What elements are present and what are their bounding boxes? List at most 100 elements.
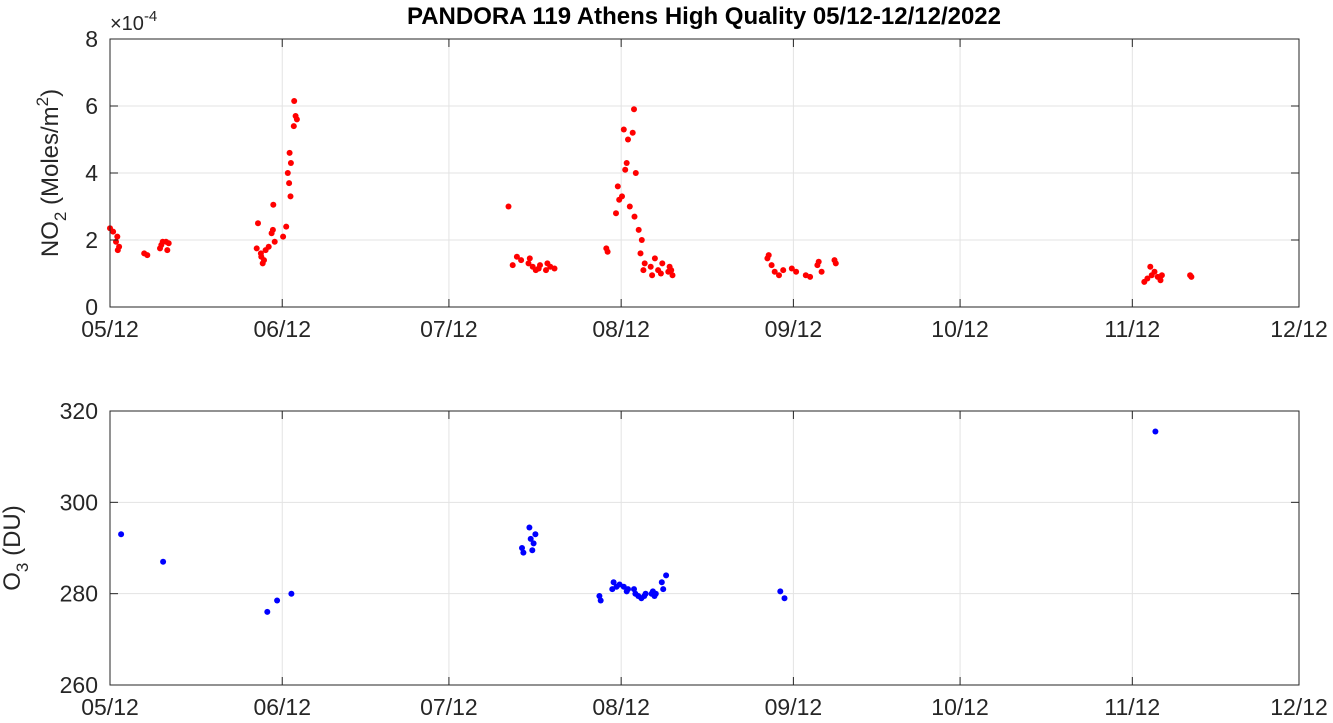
no2-data-point [535,265,542,272]
o3-xtick-label: 10/12 [931,694,989,720]
no2-data-point [780,267,787,274]
no2-data-point [625,136,631,143]
o3-xtick-label: 07/12 [420,694,478,720]
no2-data-point [626,203,633,210]
o3-ylabel-main: O [0,572,26,591]
no2-data-point [525,260,532,267]
no2-exponent-prefix: ×10 [110,13,144,35]
o3-panel: 05/12 06/12 07/12 08/12 09/12 10/12 11/12 12/12… [0,398,1328,720]
o3-data-point [526,524,533,531]
no2-data-point [614,183,621,190]
no2-data-point [265,243,272,250]
no2-exponent-label: ×10-4 [110,8,157,35]
no2-data-point [647,263,654,270]
no2-ylabel-sub: 2 [51,212,70,221]
o3-data-point [274,597,281,604]
no2-data-point [114,233,121,240]
no2-data-point [286,180,293,187]
o3-data-point [520,549,527,556]
o3-data-point [610,579,617,586]
no2-data-point [603,245,610,252]
no2-data-point [631,213,638,220]
no2-ytick-label: 2 [85,227,98,253]
no2-data-point [637,250,644,257]
o3-xtick-label: 06/12 [253,694,311,720]
o3-data-point [631,586,637,593]
no2-ytick-label: 6 [85,93,98,119]
no2-data-point [831,257,838,264]
no2-ytick-label: 8 [85,26,98,52]
no2-data-point [255,220,261,227]
no2-xtick-label: 10/12 [931,316,989,342]
o3-data-point [781,595,788,602]
no2-data-point [669,272,676,279]
no2-data-point [1147,263,1154,270]
no2-data-point [518,257,525,264]
no2-data-point [286,149,293,156]
no2-data-point [613,210,619,217]
no2-data-point [283,223,290,230]
o3-data-point [651,593,658,599]
no2-data-point [144,252,151,259]
o3-data-point [663,572,670,579]
no2-data-point [649,272,656,279]
o3-ylabel-sub: 3 [13,563,32,572]
no2-data-point [657,270,664,277]
o3-data-point [660,586,667,593]
no2-data-point [629,129,636,136]
no2-data-point [1144,275,1151,282]
no2-exponent-power: -4 [144,8,157,25]
no2-data-point [818,268,825,275]
no2-data-point [651,255,658,262]
no2-data-point [164,247,171,254]
no2-ylabel-rest: (Moles/m [37,106,64,211]
o3-ylabel: O3 (DU) [0,505,32,590]
no2-data-point [619,193,625,200]
no2-xtick-label: 05/12 [81,316,139,342]
o3-data-point [519,545,525,551]
o3-data-point [264,608,271,615]
no2-data-point [551,265,558,272]
no2-data-point [788,265,795,272]
no2-xtick-label: 11/12 [1104,316,1160,342]
no2-data-point [291,98,298,104]
no2-data-point [258,253,265,260]
o3-data-point [288,590,295,597]
no2-xtick-label: 09/12 [765,316,823,342]
no2-xtick-label: 08/12 [592,316,650,342]
no2-data-point [807,273,814,280]
no2-data-point [259,260,266,267]
o3-ylabel-rest: (DU) [0,505,26,562]
no2-points [107,98,1195,285]
o3-data-point [658,579,665,586]
no2-ylabel-sup: 2 [33,97,52,106]
o3-xtick-label: 05/12 [81,694,139,720]
no2-data-point [631,106,637,113]
no2-data-point [513,253,520,260]
no2-data-point [292,113,299,119]
no2-data-point [526,255,533,262]
o3-xtick-label: 12/12 [1270,694,1328,720]
no2-data-point [110,228,117,235]
no2-data-point [659,260,666,267]
no2-data-point [287,193,294,200]
no2-data-point [638,237,645,243]
no2-data-point [641,260,648,267]
o3-data-point [777,588,784,595]
o3-data-point [160,558,167,565]
o3-xtick-label: 11/12 [1104,694,1160,720]
no2-data-point [1187,272,1194,279]
o3-data-point [530,540,537,547]
o3-xtick-label: 08/12 [592,694,650,720]
no2-data-point [635,226,642,233]
no2-data-point [280,233,287,240]
no2-ylabel-close: ) [37,89,64,97]
no2-data-point [793,268,800,275]
no2-data-point [157,245,163,252]
no2-ytick-label: 0 [85,294,98,320]
no2-data-point [114,247,121,254]
no2-data-point [509,262,516,269]
no2-data-point [768,262,775,269]
